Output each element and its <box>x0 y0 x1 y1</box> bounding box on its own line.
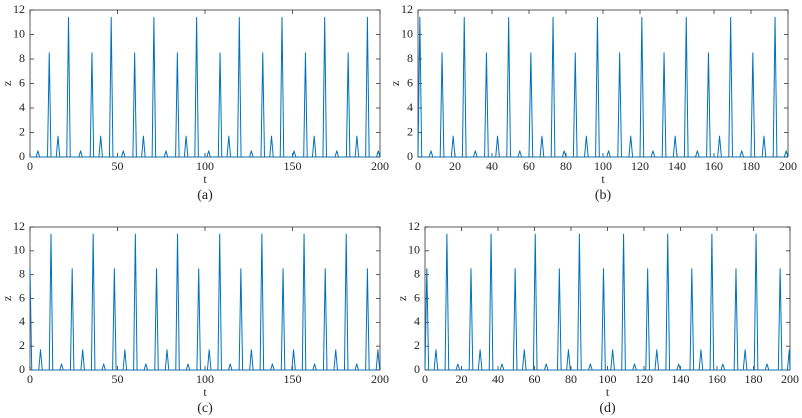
x-tick-label: 200 <box>781 372 799 386</box>
x-tick-label: 80 <box>565 372 577 386</box>
x-tick-label: 140 <box>668 159 686 173</box>
x-tick-label: 60 <box>523 159 535 173</box>
x-tick-label: 200 <box>371 159 389 173</box>
y-tick-label: 8 <box>19 266 25 280</box>
x-tick-label: 150 <box>284 372 302 386</box>
x-tick-label: 160 <box>705 159 723 173</box>
y-axis-label: z <box>388 81 402 86</box>
x-tick-label: 0 <box>27 372 33 386</box>
x-tick-label: 20 <box>449 159 461 173</box>
y-tick-label: 2 <box>414 338 420 352</box>
x-tick-label: 150 <box>284 159 302 173</box>
caption: (c) <box>197 401 213 416</box>
x-tick-label: 180 <box>745 372 763 386</box>
x-tick-label: 100 <box>196 372 214 386</box>
x-tick-label: 140 <box>672 372 690 386</box>
x-tick-label: 60 <box>529 372 541 386</box>
x-tick-label: 200 <box>779 159 797 173</box>
x-tick-label: 0 <box>422 372 428 386</box>
x-tick-label: 20 <box>456 372 468 386</box>
y-tick-label: 0 <box>19 149 25 163</box>
y-tick-label: 6 <box>19 75 25 89</box>
data-line <box>30 16 381 158</box>
y-tick-label: 10 <box>401 26 413 40</box>
x-tick-label: 50 <box>112 159 124 173</box>
y-tick-label: 12 <box>408 219 420 233</box>
y-tick-label: 12 <box>13 2 25 16</box>
y-tick-label: 4 <box>414 314 420 328</box>
x-tick-label: 100 <box>196 159 214 173</box>
x-tick-label: 100 <box>594 159 612 173</box>
caption: (b) <box>595 188 612 203</box>
x-tick-label: 50 <box>112 372 124 386</box>
y-tick-label: 6 <box>407 75 413 89</box>
caption: (d) <box>599 401 616 416</box>
x-axis-label: t <box>203 385 207 399</box>
subplot: 0 2 4 6 8 10 12 0 50 100 150 200 t z (a) <box>0 2 389 203</box>
y-axis-label: z <box>395 296 409 301</box>
y-tick-label: 10 <box>13 26 25 40</box>
y-tick-label: 0 <box>414 362 420 376</box>
x-axis-label: t <box>203 172 207 186</box>
x-tick-label: 120 <box>635 372 653 386</box>
y-tick-label: 2 <box>407 124 413 138</box>
y-tick-label: 4 <box>407 100 413 114</box>
x-tick-label: 40 <box>492 372 504 386</box>
plot-area <box>29 226 381 371</box>
x-tick-label: 180 <box>742 159 760 173</box>
y-tick-label: 2 <box>19 124 25 138</box>
y-tick-label: 0 <box>19 362 25 376</box>
y-tick-label: 8 <box>407 51 413 65</box>
y-tick-label: 4 <box>19 100 25 114</box>
x-tick-label: 80 <box>560 159 572 173</box>
y-tick-label: 0 <box>407 149 413 163</box>
y-tick-label: 12 <box>13 219 25 233</box>
plot-area <box>29 9 381 158</box>
caption: (a) <box>197 188 213 203</box>
data-line <box>29 233 381 371</box>
x-tick-label: 100 <box>599 372 617 386</box>
subplot: 0 2 4 6 8 10 12 0 50 100 150 200 t z (c) <box>0 219 389 416</box>
y-tick-label: 6 <box>19 290 25 304</box>
x-tick-label: 160 <box>708 372 726 386</box>
y-tick-label: 2 <box>19 338 25 352</box>
y-tick-label: 10 <box>13 243 25 257</box>
data-line <box>417 16 789 158</box>
x-tick-label: 40 <box>486 159 498 173</box>
y-axis-label: z <box>0 81 14 86</box>
y-tick-label: 6 <box>414 290 420 304</box>
x-tick-label: 200 <box>371 372 389 386</box>
x-tick-label: 120 <box>631 159 649 173</box>
data-line <box>424 233 791 371</box>
x-axis-label: t <box>601 172 605 186</box>
x-axis-label: t <box>606 385 610 399</box>
y-tick-label: 10 <box>408 243 420 257</box>
y-tick-label: 8 <box>19 51 25 65</box>
x-tick-label: 0 <box>415 159 421 173</box>
y-tick-label: 12 <box>401 2 413 16</box>
plot-area <box>417 9 789 158</box>
x-tick-label: 0 <box>27 159 33 173</box>
y-tick-label: 4 <box>19 314 25 328</box>
y-tick-label: 8 <box>414 266 420 280</box>
y-axis-label: z <box>0 296 14 301</box>
